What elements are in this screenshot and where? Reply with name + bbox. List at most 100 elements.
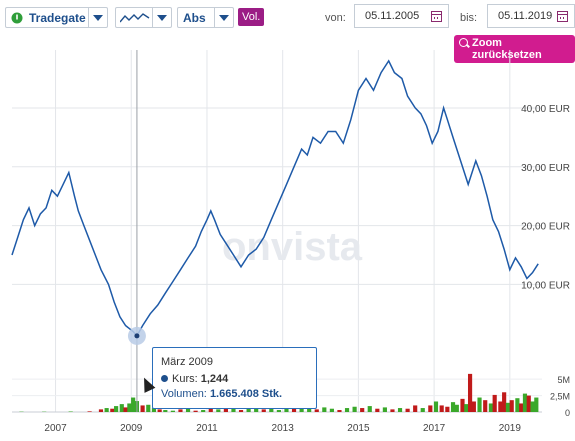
volume-bar	[238, 410, 244, 412]
volume-bar	[208, 408, 213, 412]
exchange-label: Tradegate	[29, 11, 86, 25]
volume-tick-label: 2,5M	[550, 392, 570, 402]
volume-bar	[291, 408, 297, 412]
volume-bar	[519, 403, 524, 412]
volume-bar	[178, 409, 183, 412]
scale-select[interactable]: Abs	[177, 7, 234, 28]
volume-bar	[299, 406, 304, 412]
to-date-input[interactable]: 05.11.2019	[487, 4, 575, 28]
volume-bar	[261, 409, 266, 412]
from-date-value: 05.11.2005	[365, 10, 420, 22]
volume-bar	[276, 410, 281, 412]
volume-bar	[483, 400, 488, 412]
y-tick-label: 20,00 EUR	[521, 222, 570, 233]
chevron-down-icon	[88, 8, 107, 27]
x-tick-label: 2009	[120, 423, 143, 434]
volume-bar	[502, 392, 507, 412]
volume-bar	[454, 404, 459, 412]
tooltip: März 2009 Kurs: 1,244 Volumen: 1.665.408…	[152, 347, 317, 409]
calendar-icon[interactable]	[431, 11, 442, 22]
volume-bar	[269, 408, 274, 412]
volume-toggle[interactable]: Vol.	[238, 8, 265, 26]
volume-bar	[439, 405, 444, 412]
tooltip-price-label: Kurs:	[172, 373, 198, 385]
volume-bar	[526, 395, 531, 412]
volume-bar	[68, 411, 73, 412]
tooltip-price-value: 1,244	[200, 373, 229, 385]
volume-bar	[433, 401, 439, 412]
y-tick-label: 40,00 EUR	[521, 104, 570, 115]
volume-bar	[98, 409, 104, 412]
volume-bar	[170, 410, 175, 412]
volume-bar	[123, 407, 128, 412]
volume-bar	[450, 402, 456, 412]
y-tick-label: 30,00 EUR	[521, 163, 570, 174]
volume-bar	[530, 401, 535, 412]
calendar-icon[interactable]	[557, 11, 568, 22]
volume-bar	[471, 401, 476, 412]
tooltip-volume: Volumen: 1.665.408 Stk.	[161, 388, 282, 400]
tooltip-price: Kurs: 1,244	[161, 373, 228, 385]
volume-bar	[322, 407, 327, 412]
volume-bar	[477, 397, 482, 412]
volume-bar	[284, 407, 289, 412]
x-tick-label: 2013	[272, 423, 295, 434]
volume-bar	[445, 406, 450, 412]
volume-bar	[87, 411, 92, 412]
volume-bar	[428, 405, 433, 412]
volume-tick-label: 5M	[557, 375, 570, 385]
volume-bar	[151, 408, 157, 412]
volume-bar	[127, 403, 132, 412]
volume-bar	[216, 409, 221, 412]
volume-bar	[231, 408, 236, 412]
volume-bar	[140, 405, 145, 412]
volume-bar	[185, 408, 191, 412]
volume-bar	[464, 404, 469, 412]
volume-bar	[223, 406, 228, 412]
volume-bar	[534, 397, 539, 412]
volume-bar	[420, 408, 425, 412]
line-chart-icon	[120, 13, 150, 23]
chart-type-select[interactable]	[115, 7, 172, 28]
volume-bars	[19, 373, 539, 412]
from-date-input[interactable]: 05.11.2005	[354, 4, 449, 28]
volume-bar	[314, 409, 319, 412]
x-tick-label: 2019	[499, 423, 522, 434]
volume-bar	[390, 409, 395, 412]
series-dot-icon	[161, 375, 168, 382]
to-label: bis:	[460, 12, 478, 24]
volume-bar	[413, 405, 418, 412]
volume-bar	[488, 403, 493, 412]
y-axis: 10,00 EUR 20,00 EUR 30,00 EUR 40,00 EUR	[521, 104, 570, 291]
volume-axis: 5M 2,5M 0	[550, 375, 570, 418]
highlight-point[interactable]	[134, 333, 140, 339]
volume-bar	[367, 406, 372, 412]
exchange-select[interactable]: Tradegate	[5, 7, 108, 28]
volume-bar	[114, 406, 119, 412]
volume-bar	[460, 398, 465, 412]
to-date-value: 05.11.2019	[498, 10, 553, 22]
volume-bar	[157, 409, 162, 412]
tooltip-volume-label: Volumen:	[161, 388, 207, 400]
volume-bar	[307, 408, 312, 412]
from-label: von:	[325, 12, 346, 24]
scale-label: Abs	[183, 11, 206, 25]
zoom-reset-label: Zoom zurücksetzen	[472, 37, 542, 61]
volume-bar	[467, 373, 473, 412]
volume-bar	[344, 408, 350, 412]
tooltip-volume-value: 1.665.408 Stk.	[209, 388, 283, 400]
zoom-reset-button[interactable]: Zoom zurücksetzen	[454, 35, 575, 63]
volume-bar	[505, 402, 511, 412]
volume-bar	[382, 407, 387, 412]
volume-bar	[375, 408, 380, 412]
chevron-down-icon	[214, 8, 233, 27]
volume-bar	[337, 410, 342, 412]
volume-bar	[110, 408, 115, 412]
volume-bar	[104, 408, 109, 412]
y-tick-label: 10,00 EUR	[521, 280, 570, 291]
price-line	[11, 59, 539, 338]
volume-bar	[163, 410, 168, 412]
volume-bar	[146, 404, 151, 412]
volume-bar	[201, 410, 206, 412]
volume-bar	[329, 408, 334, 412]
